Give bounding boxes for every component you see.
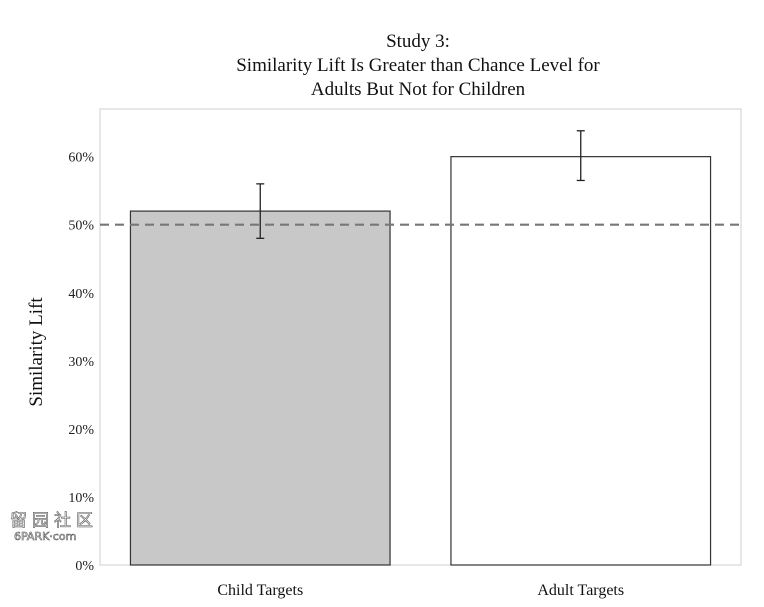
- y-axis-ticks: 0% 10% 20% 30% 40% 50% 60%: [68, 151, 94, 574]
- x-tick-label: Adult Targets: [537, 582, 624, 599]
- watermark-text: 6PARK·com: [14, 530, 76, 543]
- chart-title-line-3: Adults But Not for Children: [311, 79, 526, 100]
- y-tick-label: 50%: [68, 219, 94, 234]
- bar: [450, 156, 712, 566]
- chart-title-line-2: Similarity Lift Is Greater than Chance L…: [236, 55, 600, 76]
- y-tick-label: 60%: [68, 151, 94, 166]
- chart-title: Study 3: Similarity Lift Is Greater than…: [236, 31, 600, 100]
- error-bar: [576, 130, 585, 182]
- bar: [129, 210, 391, 566]
- y-axis-title: Similarity Lift: [26, 297, 47, 407]
- error-bar: [256, 183, 265, 239]
- watermark: 留园社区 6PARK·com: [10, 511, 98, 544]
- y-tick-label: 20%: [68, 423, 94, 438]
- y-tick-label: 0%: [75, 559, 94, 574]
- watermark-glyphs: 留园社区: [10, 511, 98, 531]
- error-bars: [256, 130, 585, 239]
- y-tick-label: 10%: [68, 491, 94, 506]
- bars: [129, 156, 712, 566]
- chart-title-line-1: Study 3:: [386, 31, 450, 52]
- x-axis-labels: Child Targets Adult Targets: [217, 582, 624, 599]
- y-tick-label: 40%: [68, 287, 94, 302]
- x-tick-label: Child Targets: [217, 582, 303, 599]
- plot-area-frame: [99, 108, 742, 566]
- y-tick-label: 30%: [68, 355, 94, 370]
